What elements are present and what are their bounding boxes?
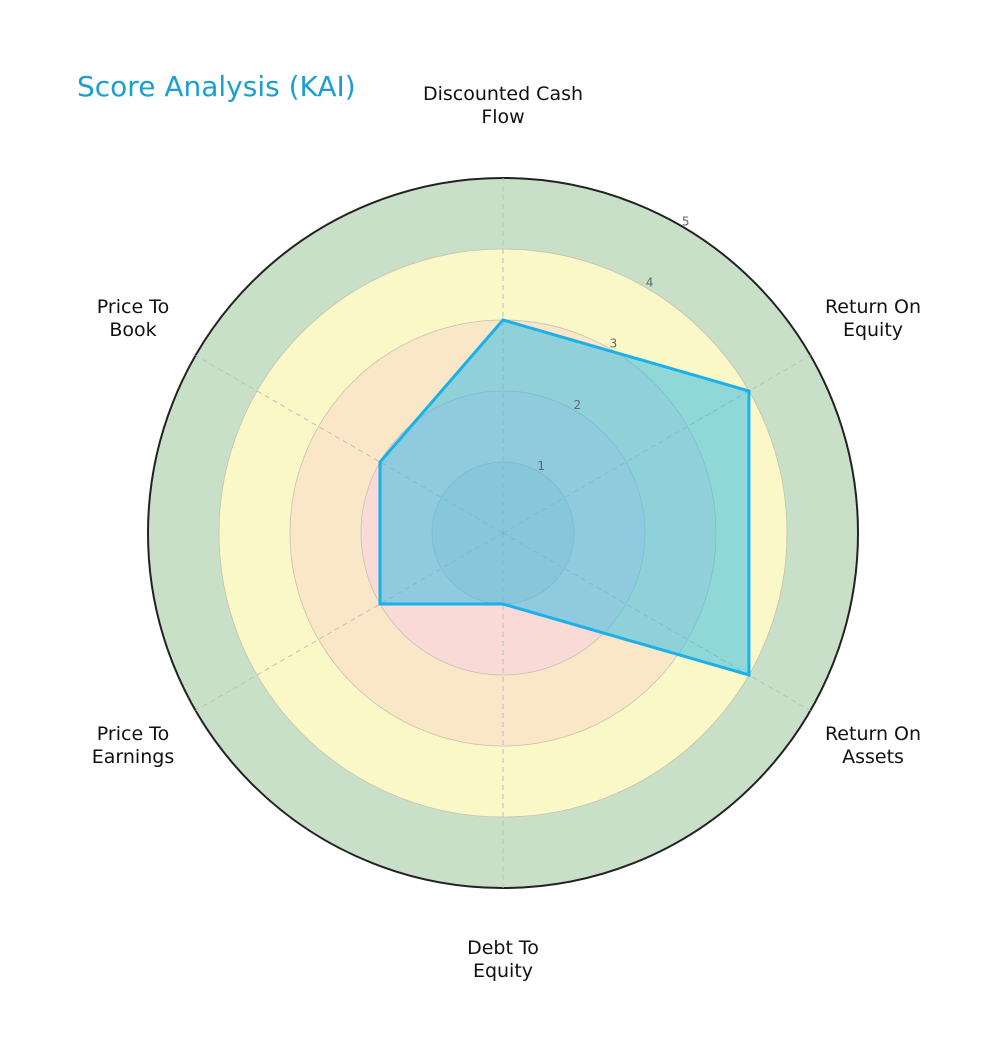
axis-label-price-to-earnings: Price To Earnings xyxy=(91,723,175,768)
axis-label-return-on-equity: Return On Equity xyxy=(824,296,922,341)
r-tick-label: 2 xyxy=(573,398,581,412)
chart-title: Score Analysis (KAI) xyxy=(77,70,356,103)
axis-label-return-on-assets: Return On Assets xyxy=(824,723,922,768)
r-tick-label: 1 xyxy=(537,459,545,473)
axis-label-debt-to-equity: Debt To Equity xyxy=(467,937,539,982)
r-tick-label: 5 xyxy=(682,214,690,228)
r-tick-label: 3 xyxy=(610,337,618,351)
axis-label-discounted-cash-flow: Discounted Cash Flow xyxy=(422,83,584,128)
r-tick-label: 4 xyxy=(646,276,654,290)
series-polygon xyxy=(378,318,751,677)
axis-label-price-to-book: Price To Book xyxy=(96,296,170,341)
